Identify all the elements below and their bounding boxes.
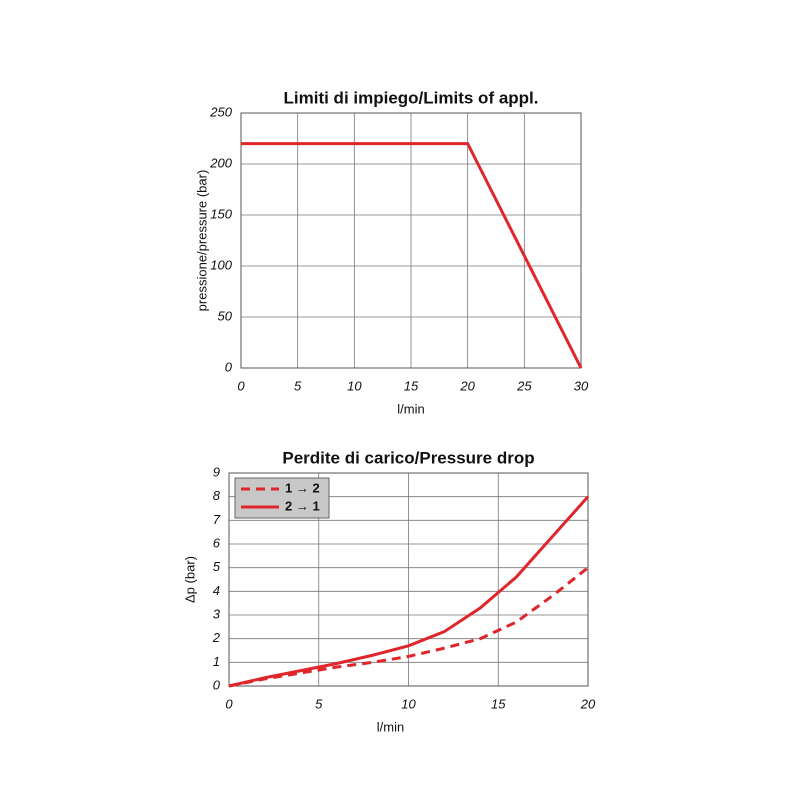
x-tick-label: 10 bbox=[401, 696, 416, 711]
legend-box bbox=[234, 477, 330, 519]
y-tick-label: 6 bbox=[213, 535, 221, 550]
chart-title: Limiti di impiego/Limits of appl. bbox=[284, 88, 539, 107]
y-axis-label: pressione/pressure (bar) bbox=[194, 170, 209, 312]
x-tick-label: 10 bbox=[347, 378, 362, 393]
y-tick-label: 0 bbox=[225, 359, 233, 374]
x-axis-label: l/min bbox=[397, 401, 424, 416]
y-tick-label: 4 bbox=[213, 583, 220, 598]
x-tick-label: 30 bbox=[574, 378, 589, 393]
chart-title: Perdite di carico/Pressure drop bbox=[282, 448, 534, 467]
y-tick-label: 3 bbox=[213, 606, 221, 621]
x-tick-label: 20 bbox=[459, 378, 475, 393]
y-tick-label: 0 bbox=[213, 677, 221, 692]
plot-frame bbox=[228, 472, 589, 687]
x-tick-label: 15 bbox=[491, 696, 506, 711]
chart: Perdite di carico/Pressure drop 0 1 2 3 4 5 6 7 8… bbox=[182, 448, 596, 734]
data-line bbox=[241, 142, 583, 369]
data-line bbox=[228, 495, 590, 688]
x-tick-label: 5 bbox=[294, 378, 302, 393]
y-tick-label: 200 bbox=[209, 155, 232, 170]
plot-frame bbox=[240, 112, 582, 369]
y-tick-label: 5 bbox=[213, 559, 221, 574]
x-tick-label: 0 bbox=[225, 696, 233, 711]
x-tick-label: 25 bbox=[516, 378, 532, 393]
y-axis-label: Δp (bar) bbox=[182, 556, 197, 603]
y-tick-label: 1 bbox=[213, 654, 220, 669]
x-tick-label: 5 bbox=[315, 696, 323, 711]
legend-label: 1 → 2 bbox=[285, 480, 320, 495]
chart: Limiti di impiego/Limits of appl.0501001… bbox=[194, 88, 589, 416]
data-line bbox=[228, 566, 589, 688]
legend: 1 → 2 2 → 1 bbox=[234, 477, 330, 519]
y-tick-label: 8 bbox=[213, 488, 221, 503]
y-tick-label: 50 bbox=[218, 308, 233, 323]
x-axis-label: l/min bbox=[377, 719, 404, 734]
x-tick-label: 15 bbox=[404, 378, 419, 393]
y-tick-label: 250 bbox=[209, 104, 232, 119]
x-tick-label: 0 bbox=[237, 378, 245, 393]
y-tick-label: 150 bbox=[210, 206, 232, 221]
y-tick-label: 2 bbox=[212, 630, 221, 645]
y-tick-label: 100 bbox=[210, 257, 232, 272]
x-tick-label: 20 bbox=[580, 696, 596, 711]
legend-label: 2 → 1 bbox=[285, 498, 320, 513]
y-tick-label: 9 bbox=[213, 464, 220, 479]
y-tick-label: 7 bbox=[213, 512, 221, 527]
